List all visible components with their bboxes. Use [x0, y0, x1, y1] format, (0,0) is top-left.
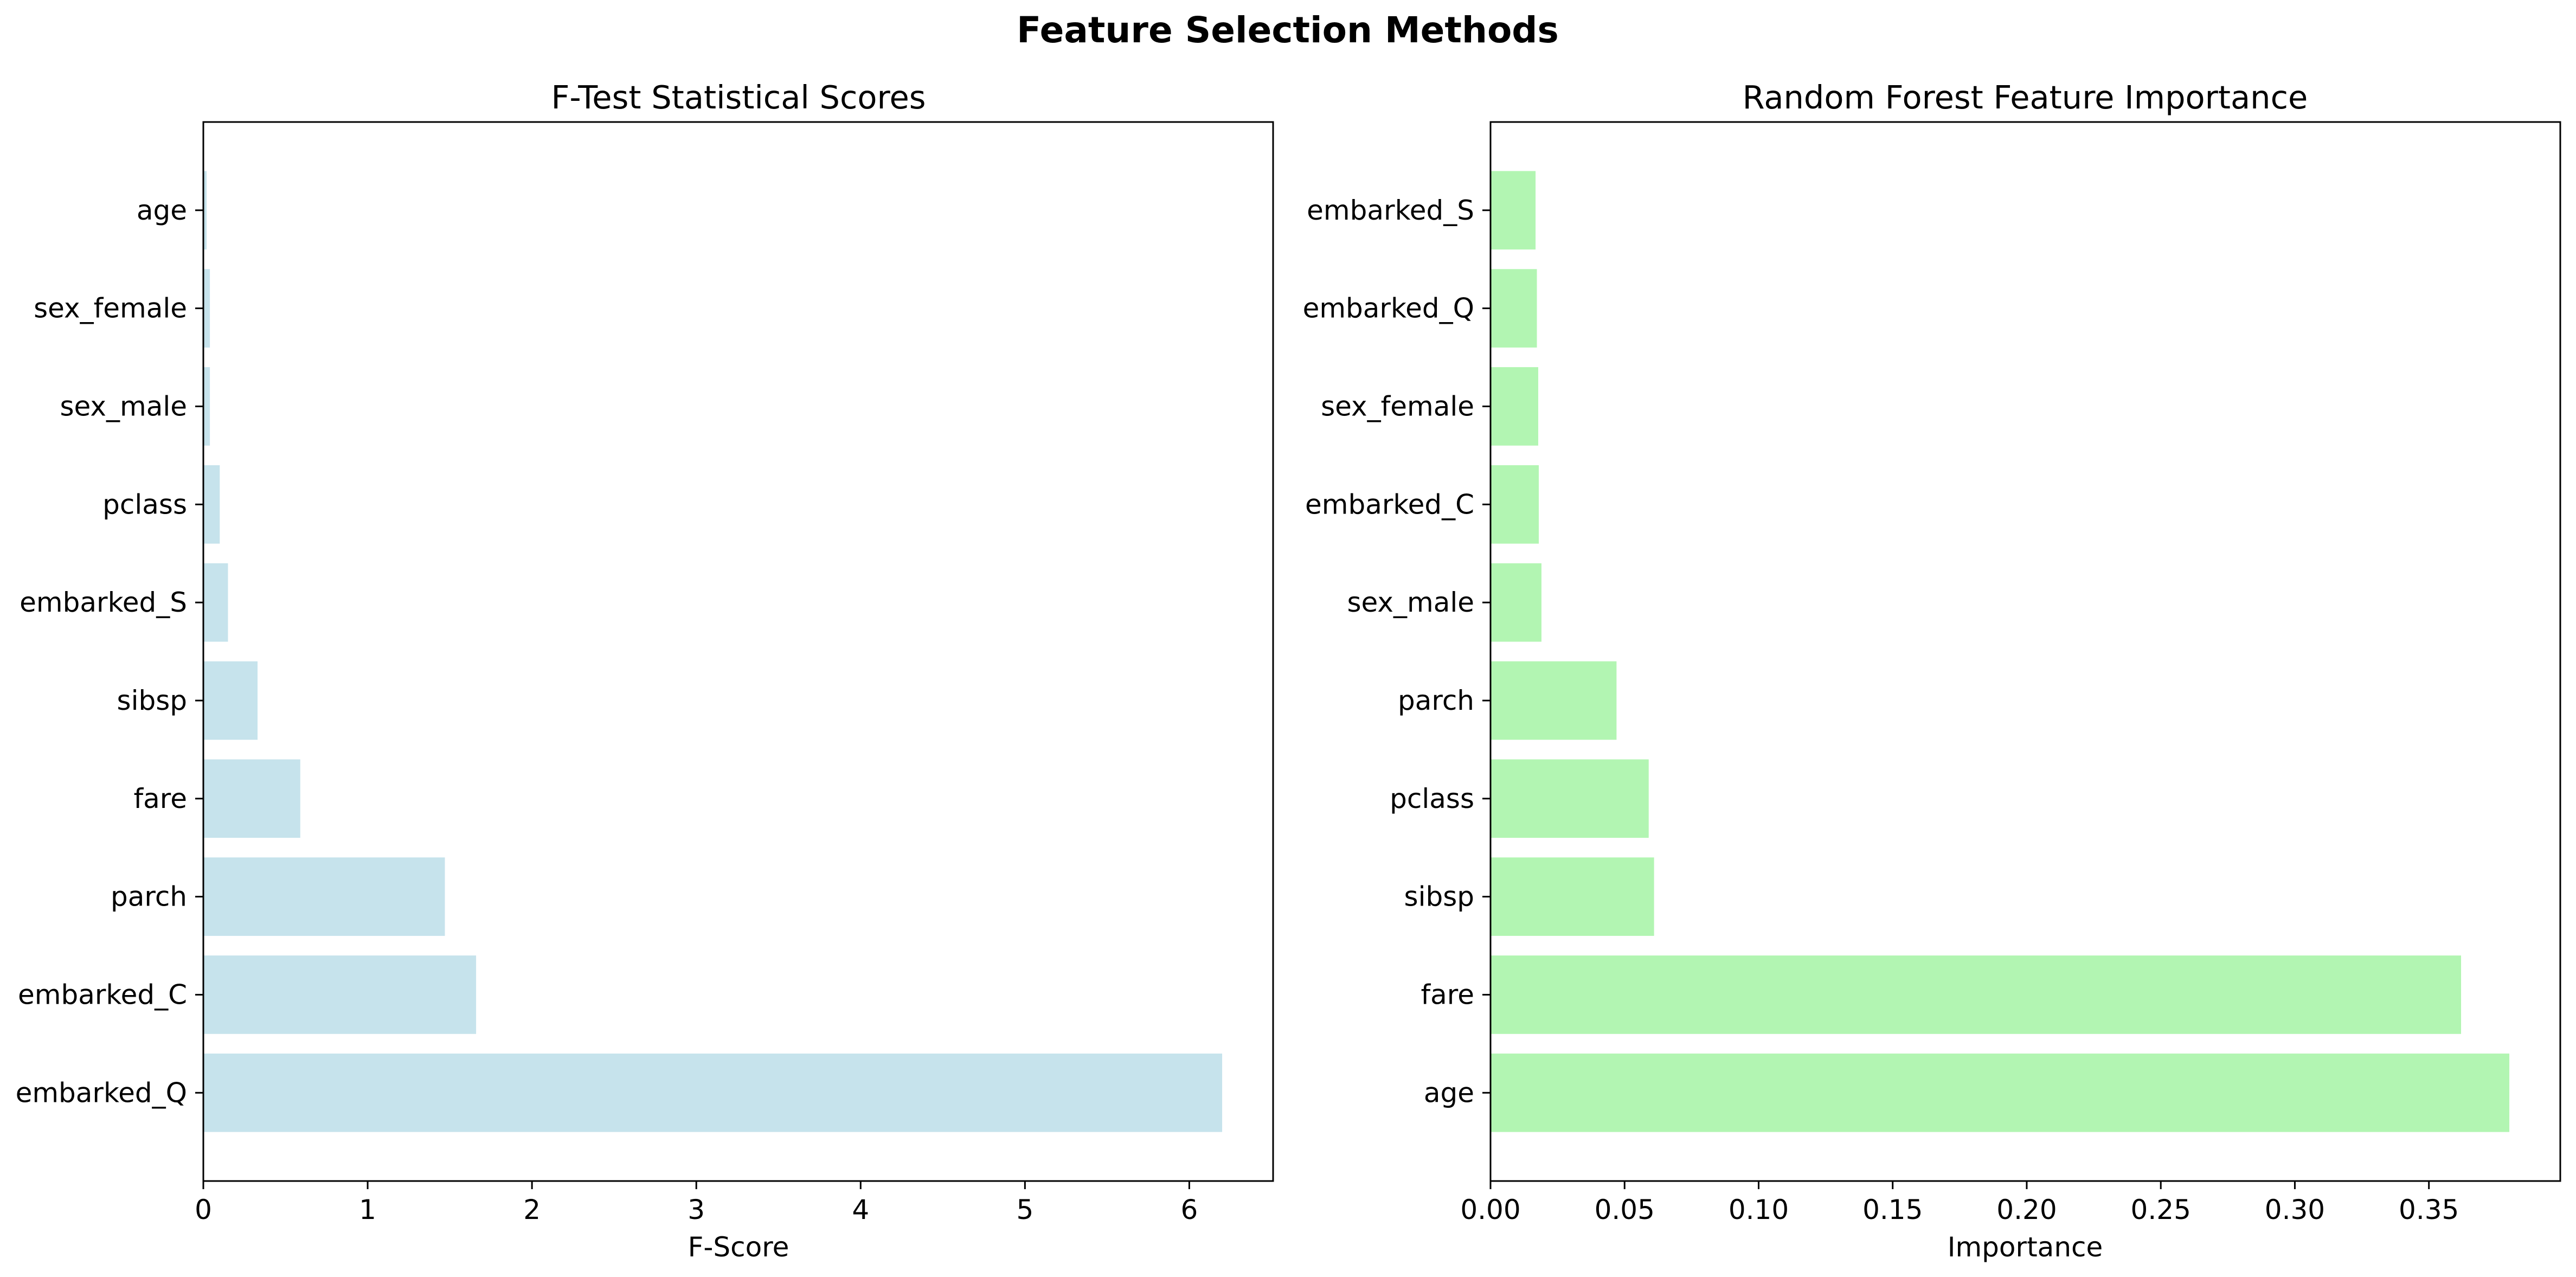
random-forest-bar-embarked-C [1491, 465, 1539, 544]
f-test-bar-embarked-S [203, 563, 228, 642]
random-forest-bar-sex-male [1491, 563, 1541, 642]
random-forest-plot-frame [1489, 121, 2561, 1182]
random-forest-x-tick-label: 0.35 [2399, 1194, 2459, 1225]
f-test-bar-embarked-C [203, 955, 477, 1034]
random-forest-y-tick-label: sibsp [1404, 881, 1474, 913]
f-test-chart-title: F-Test Statistical Scores [551, 79, 926, 116]
random-forest-x-tick-label: 0.05 [1595, 1194, 1655, 1225]
random-forest-bar-fare [1491, 955, 2462, 1034]
random-forest-x-tick-label: 0.20 [1996, 1194, 2057, 1225]
random-forest-x-axis-label: Importance [1948, 1231, 2103, 1263]
random-forest-x-tick-label: 0.00 [1460, 1194, 1520, 1225]
f-test-x-tick-label: 4 [852, 1194, 869, 1225]
random-forest-y-tick-label: embarked_Q [1303, 293, 1474, 324]
f-test-y-tick-label: embarked_S [20, 587, 187, 618]
f-test-y-tick-label: parch [111, 881, 187, 913]
f-test-y-tick-label: pclass [102, 489, 187, 520]
random-forest-bar-parch [1491, 661, 1617, 740]
f-test-bar-embarked-Q [203, 1053, 1223, 1132]
f-test-bar-sibsp [203, 661, 258, 740]
random-forest-y-tick-label: fare [1421, 979, 1474, 1010]
f-test-y-tick-label: fare [134, 783, 187, 814]
f-test-x-axis-label: F-Score [688, 1231, 789, 1263]
f-test-bar-sex-male [203, 367, 210, 446]
f-test-bar-parch [203, 857, 445, 936]
random-forest-x-tick-label: 0.30 [2265, 1194, 2325, 1225]
f-test-y-tick-label: embarked_C [18, 979, 187, 1010]
f-test-x-tick-label: 2 [523, 1194, 541, 1225]
random-forest-bar-age [1491, 1053, 2510, 1132]
random-forest-chart-title: Random Forest Feature Importance [1743, 79, 2308, 116]
f-test-x-tick-label: 6 [1181, 1194, 1198, 1225]
random-forest-y-tick-label: embarked_C [1305, 489, 1474, 520]
random-forest-y-tick-label: pclass [1390, 783, 1474, 814]
random-forest-bar-pclass [1491, 759, 1649, 838]
f-test-y-tick-label: age [137, 195, 187, 226]
random-forest-bar-sibsp [1491, 857, 1654, 936]
f-test-plot-frame [202, 121, 1274, 1182]
f-test-y-tick-label: sibsp [117, 685, 187, 716]
f-test-bar-pclass [203, 465, 220, 544]
random-forest-y-tick-label: age [1424, 1077, 1474, 1108]
random-forest-y-tick-label: sex_female [1321, 390, 1474, 422]
f-test-y-tick-label: sex_male [60, 390, 187, 422]
random-forest-y-tick-label: parch [1398, 685, 1474, 716]
random-forest-y-tick-label: embarked_S [1307, 195, 1474, 226]
random-forest-chart: Random Forest Feature Importance age fare… [1303, 79, 2561, 1263]
random-forest-bar-sex-female [1491, 367, 1539, 446]
random-forest-bar-embarked-S [1491, 171, 1536, 250]
f-test-chart: F-Test Statistical Scores embarked_Q emba… [16, 79, 1274, 1263]
f-test-x-tick-label: 3 [688, 1194, 705, 1225]
f-test-bar-sex-female [203, 269, 210, 348]
f-test-bar-fare [203, 759, 300, 838]
f-test-x-tick-label: 1 [359, 1194, 376, 1225]
random-forest-x-tick-label: 0.10 [1729, 1194, 1789, 1225]
figure-title: Feature Selection Methods [1017, 9, 1559, 51]
f-test-y-tick-label: embarked_Q [16, 1077, 187, 1108]
f-test-y-tick-label: sex_female [34, 293, 187, 324]
f-test-x-tick-label: 5 [1016, 1194, 1033, 1225]
random-forest-x-tick-label: 0.25 [2131, 1194, 2191, 1225]
f-test-bar-age [203, 171, 207, 250]
random-forest-x-tick-label: 0.15 [1862, 1194, 1923, 1225]
random-forest-y-tick-label: sex_male [1347, 587, 1474, 618]
f-test-x-tick-label: 0 [195, 1194, 212, 1225]
random-forest-bar-embarked-Q [1491, 269, 1537, 348]
